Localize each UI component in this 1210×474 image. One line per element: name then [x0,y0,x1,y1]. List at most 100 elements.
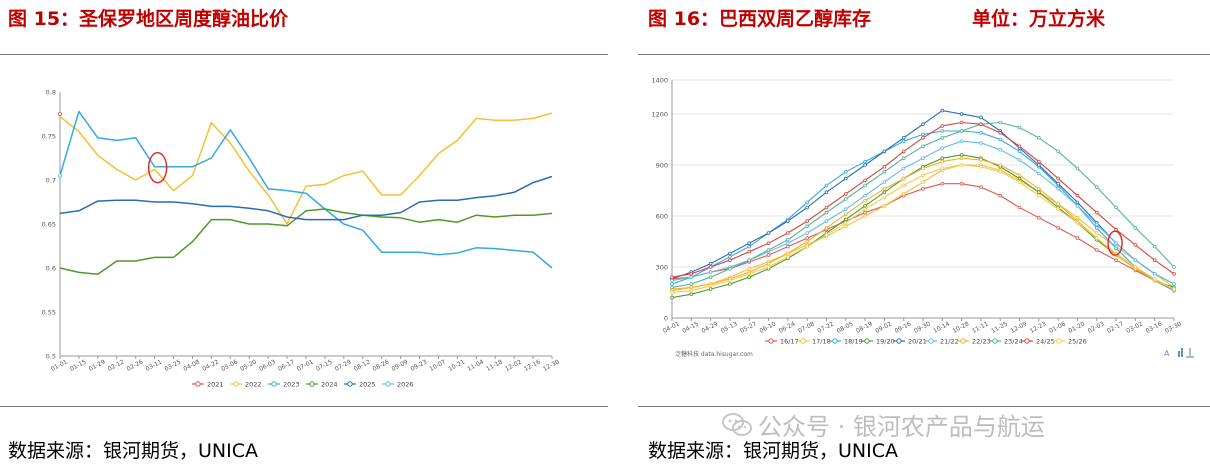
data-point-18-19 [940,129,945,133]
x-tick-label: 09-16 [894,320,913,334]
data-point-25-26 [1075,221,1080,225]
data-point-21-22 [1172,282,1176,286]
data-point-25-26 [979,164,983,169]
data-point-23-24 [1075,166,1080,171]
data-point-20-21 [940,108,945,113]
series-line-17-18 [671,164,1175,292]
legend-item-23-24: 23/24 [989,338,1023,346]
legend-label: 17/18 [812,338,831,346]
data-point-23-24 [1152,244,1157,249]
legend-swatch-marker [928,338,934,344]
legend-label: 2023 [283,381,300,389]
data-point-18-19 [1017,149,1022,154]
data-point-17-18 [747,266,752,271]
legend-swatch-marker [1056,338,1062,344]
data-point-20-21 [882,149,887,154]
legend-item-16-17: 16/17 [765,338,799,346]
x-tick-label: 07-15 [315,358,334,372]
data-point-24-25 [670,275,674,280]
x-tick-label: 10-07 [428,358,447,372]
data-point-23-24 [901,156,906,160]
bar-chart-icon [1178,348,1183,357]
data-point-16-17 [1075,236,1080,240]
y-tick-label: 600 [656,213,668,221]
data-point-23-24 [1017,125,1022,130]
data-point-21-22 [959,139,964,143]
x-tick-label: 11-04 [466,358,485,372]
data-point-23-24 [670,285,674,290]
legend-label: 2022 [245,381,262,389]
x-tick-label: 04-15 [681,320,700,334]
data-point-21-22 [689,275,694,280]
data-point-23-24 [689,282,694,286]
data-point-25-26 [901,183,906,188]
data-point-22-23 [1037,187,1041,191]
legend-label: 2024 [321,381,338,389]
data-point-17-18 [1094,231,1099,235]
legend-swatch-marker [992,338,998,344]
bar-glyph [1181,348,1183,357]
data-point-18-19 [921,132,925,137]
data-point-20-21 [843,176,848,181]
right-title-rule [638,54,1210,55]
data-point-2026 [58,173,63,178]
data-point-17-18 [901,192,906,196]
data-point-21-22 [786,241,790,246]
data-point-16-17 [940,181,945,186]
data-point-20-21 [1037,163,1041,167]
data-point-21-22 [670,278,674,283]
legend-item-2023: 2023 [268,381,300,389]
x-tick-label: 05-20 [239,358,258,372]
data-point-24-25 [805,219,809,223]
text-size-icon: A [1164,349,1170,358]
y-tick-label: 0 [664,315,668,323]
legend-label: 2021 [207,381,224,389]
legend-item-22-23: 22/23 [957,338,991,346]
data-point-25-26 [1172,287,1176,291]
data-point-17-18 [921,180,925,184]
x-tick-label: 07-22 [816,320,835,334]
data-point-20-21 [1075,200,1080,205]
data-point-23-24 [863,183,867,188]
x-tick-label: 08-12 [353,358,372,372]
data-point-18-19 [1114,246,1118,251]
data-point-22-23 [766,261,771,266]
series-line-25-26 [671,164,1175,294]
legend-item-2024: 2024 [306,381,338,389]
x-tick-label: 06-03 [258,358,277,372]
right-chart-title: 图 16：巴西双周乙醇库存 [648,8,872,30]
legend-label: 24/25 [1036,338,1055,346]
data-point-16-17 [863,210,867,215]
data-point-21-22 [1017,158,1022,162]
data-point-20-21 [786,219,790,223]
y-tick-label: 0.75 [42,133,56,141]
legend-label: 20/21 [908,338,927,346]
data-point-23-24 [1037,136,1041,140]
data-point-23-24 [708,275,713,280]
legend-swatch-marker [1024,338,1030,344]
data-point-16-17 [805,236,809,240]
data-point-19-20 [708,287,713,291]
x-tick-label: 01-20 [1067,320,1086,334]
legend-swatch-marker [960,338,966,344]
right-line-chart: 0 300 600 900 1200 1400 04-01 04-15 04-29 05-13 05… [651,77,1194,358]
data-point-21-22 [863,193,867,198]
legend-item-17-18: 17/18 [797,338,831,346]
data-point-20-21 [979,115,983,120]
x-tick-label: 12-16 [523,358,542,372]
data-point-18-19 [805,200,809,205]
series-line-2024 [59,208,553,275]
data-point-24-25 [1133,243,1138,247]
left-line-chart: 0.50.550.60.650.70.750.801-01 01-15 01-29 0… [42,89,561,389]
data-point-21-22 [1133,258,1138,263]
data-point-25-26 [824,232,829,237]
legend-item-2025: 2025 [344,381,376,389]
data-point-21-22 [921,156,925,160]
x-tick-label: 09-02 [874,320,893,334]
y-tick-label: 0.7 [46,177,56,185]
data-point-24-25 [747,249,752,254]
data-point-21-22 [940,146,945,150]
legend-label: 25/26 [1068,338,1087,346]
data-point-23-24 [766,248,771,252]
data-point-16-17 [1056,226,1060,230]
